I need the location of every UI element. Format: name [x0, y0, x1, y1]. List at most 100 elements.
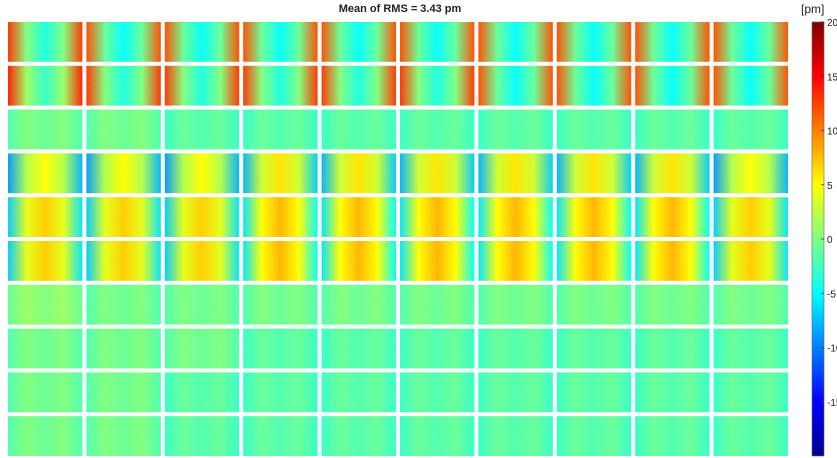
heatmap-cell-texture: [635, 65, 710, 106]
heatmap-cell-texture: [8, 109, 83, 150]
heatmap-cell-texture: [713, 153, 788, 194]
heatmap-cell-texture: [321, 22, 396, 62]
heatmap-cell-texture: [321, 284, 396, 325]
heatmap-cell-texture: [478, 372, 553, 413]
colorbar-tick-label: 0: [827, 235, 833, 246]
colorbar-tick-label: 5: [827, 181, 833, 192]
heatmap-cell-texture: [164, 241, 240, 281]
heatmap-cell-texture: [164, 328, 240, 369]
heatmap-cell-texture: [713, 372, 788, 413]
heatmap-cell-texture: [478, 241, 553, 281]
heatmap-cell-texture: [243, 197, 318, 237]
heatmap-cell-texture: [8, 197, 83, 237]
heatmap-cell-texture: [243, 372, 318, 413]
heatmap-cell-texture: [713, 65, 788, 106]
heatmap-cell-texture: [321, 416, 396, 456]
heatmap-cell-texture: [321, 65, 396, 106]
heatmap-cell-texture: [86, 328, 161, 369]
heatmap-cell-texture: [400, 241, 475, 281]
heatmap-cell-texture: [8, 328, 83, 369]
heatmap-cell-texture: [478, 284, 553, 325]
heatmap-cell-texture: [86, 153, 161, 194]
heatmap-cell-texture: [164, 22, 240, 62]
heatmap-cell-texture: [164, 153, 240, 194]
heatmap-cell-texture: [86, 109, 161, 150]
heatmap-cell-texture: [478, 153, 553, 194]
heatmap-cell-texture: [635, 153, 710, 194]
heatmap-cell-texture: [164, 416, 240, 456]
heatmap-cell-texture: [478, 109, 553, 150]
heatmap-cell-texture: [321, 372, 396, 413]
heatmap-cell-texture: [243, 241, 318, 281]
heatmap-cell-texture: [321, 328, 396, 369]
heatmap-cell-texture: [556, 328, 632, 369]
heatmap-cell-texture: [164, 372, 240, 413]
heatmap-cell-texture: [713, 284, 788, 325]
heatmap-cell-texture: [8, 416, 83, 456]
colorbar-tick-label: -15: [827, 398, 837, 409]
heatmap-cell-texture: [86, 241, 161, 281]
heatmap-cell-texture: [8, 372, 83, 413]
heatmap-cell-texture: [164, 65, 240, 106]
heatmap-cells: [8, 22, 788, 456]
heatmap-cell-texture: [635, 284, 710, 325]
heatmap-cell-texture: [86, 372, 161, 413]
heatmap-cell-texture: [243, 153, 318, 194]
heatmap-cell-texture: [8, 22, 83, 62]
heatmap-cell-texture: [556, 153, 632, 194]
heatmap-cell-texture: [8, 241, 83, 281]
heatmap-cell-texture: [556, 22, 632, 62]
heatmap-cell-texture: [556, 241, 632, 281]
heatmap-cell-texture: [86, 416, 161, 456]
heatmap-cell-texture: [556, 197, 632, 237]
chart-title: Mean of RMS = 3.43 pm: [338, 3, 462, 15]
heatmap-cell-texture: [713, 328, 788, 369]
heatmap-cell-texture: [164, 284, 240, 325]
heatmap-cell-texture: [478, 416, 553, 456]
heatmap-cell-texture: [243, 65, 318, 106]
heatmap-cell-texture: [321, 241, 396, 281]
heatmap-cell-texture: [478, 328, 553, 369]
colorbar-tick-label: 10: [827, 127, 837, 138]
heatmap-cell-texture: [243, 109, 318, 150]
heatmap-cell-texture: [713, 22, 788, 62]
heatmap-cell-texture: [321, 197, 396, 237]
colorbar-unit-label: [pm]: [801, 2, 825, 16]
colorbar-tick-label: 15: [827, 72, 837, 83]
heatmap-cell-texture: [713, 416, 788, 456]
heatmap-cell-texture: [243, 328, 318, 369]
heatmap-cell-texture: [243, 416, 318, 456]
heatmap-cell-texture: [400, 372, 475, 413]
heatmap-cell-texture: [556, 109, 632, 150]
heatmap-cell-texture: [8, 65, 83, 106]
heatmap-cell-texture: [556, 65, 632, 106]
heatmap-cell-texture: [400, 328, 475, 369]
heatmap-cell-texture: [86, 197, 161, 237]
heatmap-cell-texture: [321, 153, 396, 194]
heatmap-cell-texture: [635, 22, 710, 62]
heatmap-cell-texture: [8, 153, 83, 194]
heatmap-cell-texture: [400, 109, 475, 150]
heatmap-cell-texture: [713, 197, 788, 237]
heatmap-cell-texture: [8, 284, 83, 325]
heatmap-cell-texture: [556, 416, 632, 456]
heatmap-cell-texture: [400, 416, 475, 456]
colorbar-tick-label: -10: [827, 344, 837, 355]
heatmap-cell-texture: [635, 416, 710, 456]
heatmap-cell-texture: [400, 22, 475, 62]
heatmap-cell-texture: [86, 65, 161, 106]
heatmap-cell-texture: [400, 284, 475, 325]
heatmap-cell-texture: [243, 284, 318, 325]
colorbar: 20 15 10 5 0 -5 -10 -15: [811, 18, 837, 457]
heatmap-cell-texture: [164, 197, 240, 237]
heatmap-cell-texture: [635, 109, 710, 150]
heatmap-cell-texture: [400, 197, 475, 237]
heatmap-cell-texture: [400, 153, 475, 194]
heatmap-cell-texture: [635, 241, 710, 281]
heatmap-cell-texture: [478, 22, 553, 62]
heatmap-cell-texture: [86, 284, 161, 325]
colorbar-tick-label: -5: [827, 289, 836, 300]
heatmap-cell-texture: [478, 65, 553, 106]
heatmap-cell-texture: [713, 109, 788, 150]
